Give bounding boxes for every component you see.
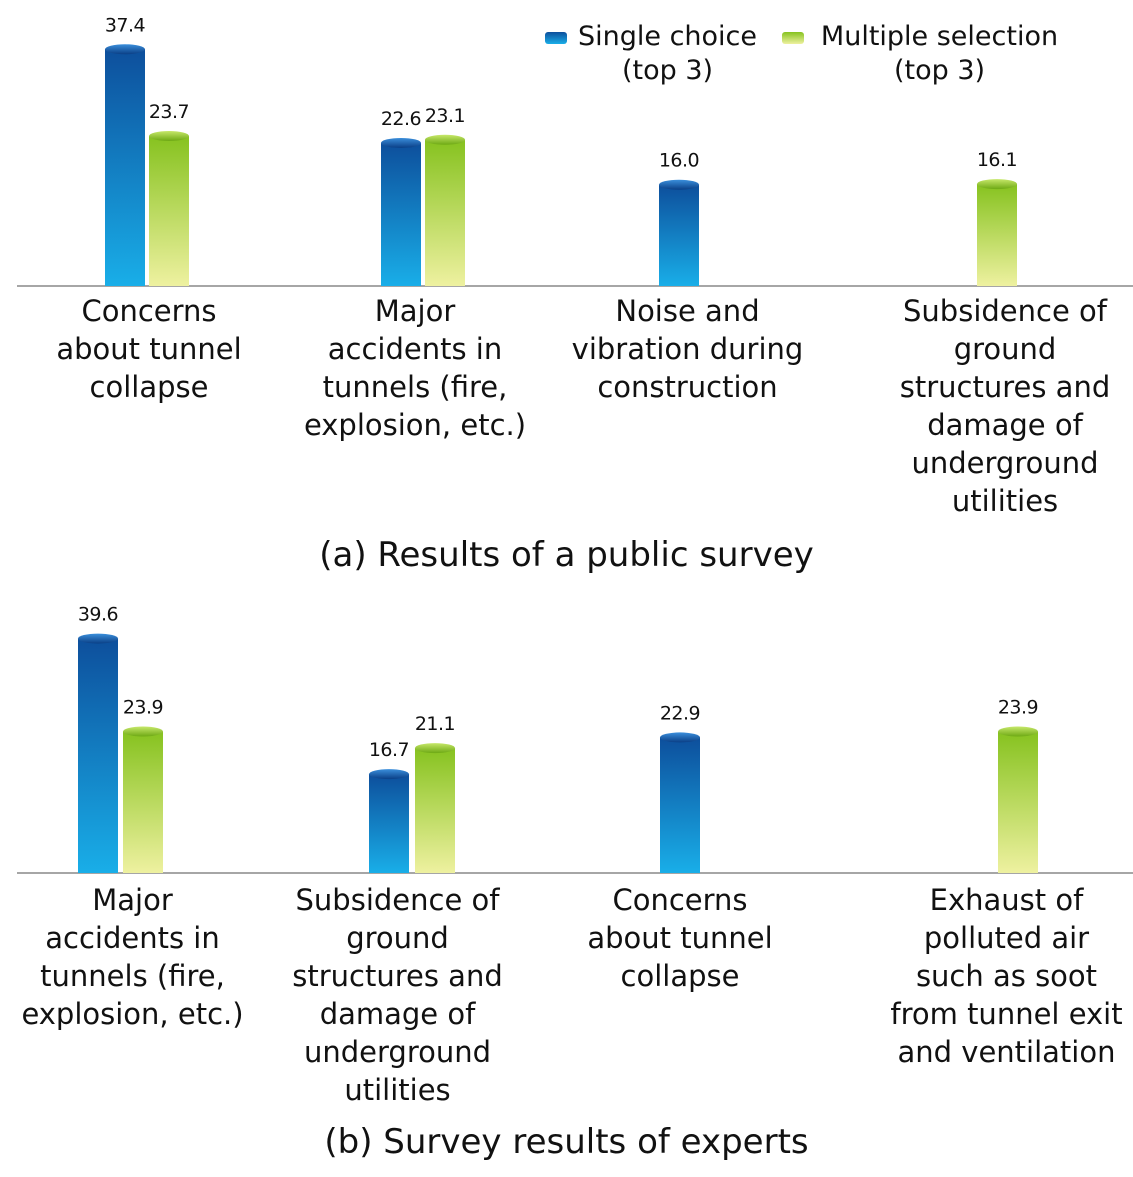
bar-single-choice — [660, 732, 700, 873]
bar-multiple-selection — [425, 134, 465, 286]
data-label: 21.1 — [415, 713, 455, 735]
category-label: Exhaust of polluted air such as soot fro… — [890, 883, 1123, 1069]
bar-multiple-selection — [123, 726, 163, 873]
bar-single-choice — [78, 633, 118, 873]
legend-label-multiple: Multiple selection (top 3) — [820, 21, 1059, 86]
plot-expert-survey: 39.6 16.7 22.9 23.9 21.1 23.9 — [17, 604, 1133, 874]
data-label: 23.9 — [998, 697, 1038, 719]
bar-multiple-selection — [977, 179, 1017, 286]
legend-swatch-single — [545, 32, 567, 44]
data-label: 22.9 — [660, 702, 700, 724]
bar-multiple-selection — [415, 743, 455, 873]
category-label: Noise and vibration during construction — [571, 294, 804, 404]
data-label: 23.9 — [123, 697, 163, 719]
data-label: 16.1 — [977, 149, 1017, 171]
category-label: Major accidents in tunnels (fire, explos… — [303, 294, 527, 442]
bar-single-choice — [659, 179, 699, 286]
data-label: 39.6 — [78, 604, 118, 626]
legend-label-single: Single choice (top 3) — [577, 21, 758, 86]
data-label: 16.0 — [659, 150, 699, 172]
chart-title-public-survey: (a) Results of a public survey — [319, 535, 814, 575]
category-label: Subsidence of ground structures and dama… — [292, 883, 503, 1107]
plot-public-survey: 37.4 22.6 16.0 23.7 23.1 16.1 — [17, 14, 1133, 287]
category-label: Concerns about tunnel collapse — [587, 883, 773, 993]
bar-multiple-selection — [149, 130, 189, 286]
category-label: Major accidents in tunnels (fire, explos… — [21, 883, 244, 1031]
category-label: Concerns about tunnel collapse — [56, 294, 242, 404]
bar-single-choice — [105, 44, 145, 287]
category-label: Subsidence of ground structures and dama… — [899, 294, 1111, 518]
bar-single-choice — [369, 769, 409, 873]
chart-title-expert-survey: (b) Survey results of experts — [324, 1122, 809, 1162]
data-label: 16.7 — [369, 739, 409, 761]
data-label: 23.7 — [149, 101, 189, 123]
bar-multiple-selection — [998, 726, 1038, 873]
data-label: 37.4 — [105, 14, 146, 36]
data-label: 22.6 — [381, 108, 421, 130]
bar-single-choice — [381, 137, 421, 286]
data-label: 23.1 — [425, 105, 465, 127]
legend-swatch-multiple — [782, 32, 804, 44]
